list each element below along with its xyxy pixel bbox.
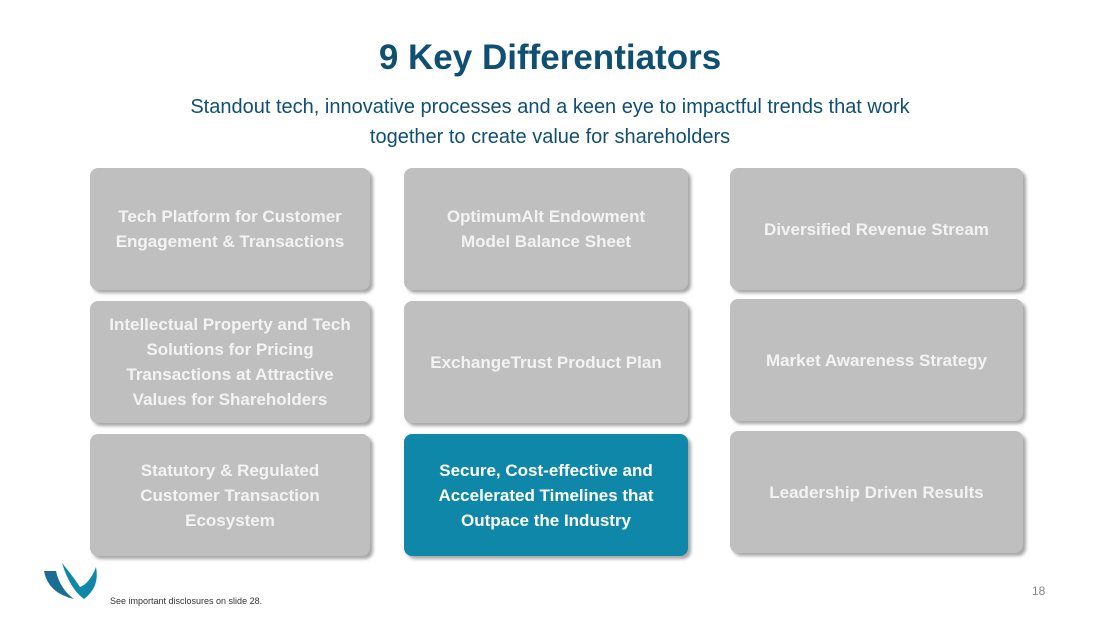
card: Intellectual Property and Tech Solutions… xyxy=(90,301,370,423)
card-label: Tech Platform for Customer Engagement & … xyxy=(115,207,345,251)
card-label: OptimumAlt Endowment Model Balance Sheet xyxy=(446,207,646,251)
logo-shape xyxy=(44,571,74,599)
subtitle: Standout tech, innovative processes and … xyxy=(190,96,910,148)
logo xyxy=(44,563,97,599)
disclosure: See important disclosures on slide 28. xyxy=(110,596,263,606)
title: 9 Key Differentiators xyxy=(378,38,722,77)
card-label: Statutory & Regulated Customer Transacti… xyxy=(140,460,320,530)
card: Leadership Driven Results xyxy=(730,431,1023,553)
card-label: Market Awareness Strategy xyxy=(765,350,988,370)
card: Market Awareness Strategy xyxy=(730,299,1023,421)
card-label: Diversified Revenue Stream xyxy=(764,219,989,239)
card-label: Secure, Cost-effective and Accelerated T… xyxy=(438,460,654,530)
card: Statutory & Regulated Customer Transacti… xyxy=(90,434,370,556)
card: Diversified Revenue Stream xyxy=(730,168,1023,290)
card: ExchangeTrust Product Plan xyxy=(404,301,688,423)
card: Tech Platform for Customer Engagement & … xyxy=(90,168,370,290)
card-label: Intellectual Property and Tech Solutions… xyxy=(109,315,351,409)
card: OptimumAlt Endowment Model Balance Sheet xyxy=(404,168,688,290)
card-label: ExchangeTrust Product Plan xyxy=(430,352,662,372)
logo-shape xyxy=(62,563,97,599)
card-label: Leadership Driven Results xyxy=(769,482,984,502)
card: Secure, Cost-effective and Accelerated T… xyxy=(404,434,688,556)
page-number: 18 xyxy=(1032,584,1046,598)
